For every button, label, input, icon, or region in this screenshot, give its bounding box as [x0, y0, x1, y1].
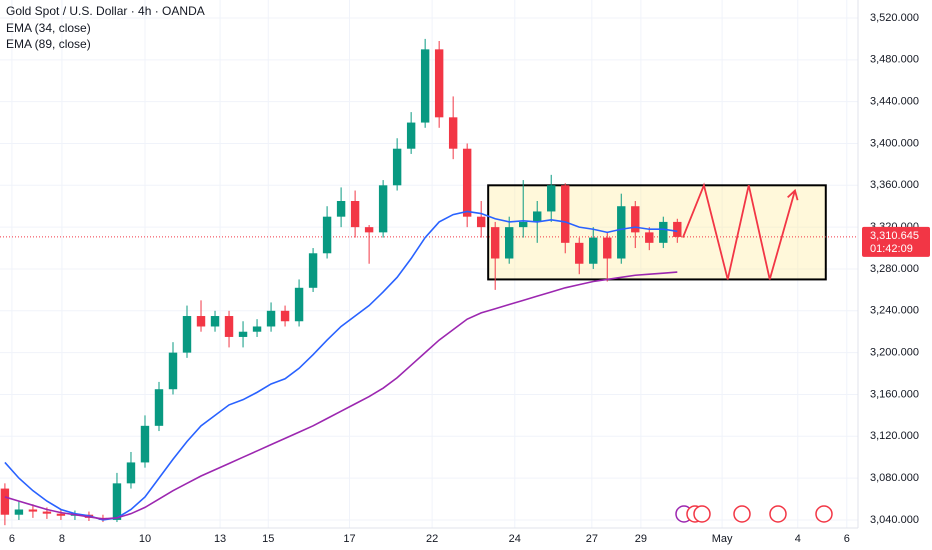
candle-body [252, 326, 262, 332]
candle-body [659, 221, 668, 243]
y-tick-label: 3,440.000 [870, 96, 919, 108]
candle-body [350, 200, 360, 228]
y-tick-label: 3,280.000 [870, 263, 919, 275]
event-icon[interactable] [693, 505, 711, 523]
x-tick-label: 6 [9, 533, 15, 545]
candle-body [56, 513, 66, 516]
event-icon[interactable] [815, 505, 833, 523]
candle-body [392, 148, 402, 186]
y-tick-label: 3,040.000 [870, 514, 919, 526]
x-tick-label: 6 [844, 533, 850, 545]
x-tick-label: May [712, 533, 733, 545]
candle-body [434, 49, 444, 118]
ema-line [4, 271, 678, 520]
candle-body [280, 310, 290, 322]
candle-body [533, 211, 542, 222]
candle-body [406, 122, 416, 149]
countdown-label: 01:42:09 [870, 243, 913, 255]
x-tick-label: 10 [139, 533, 151, 545]
x-tick-label: 4 [795, 533, 801, 545]
x-tick-label: 15 [262, 533, 274, 545]
price-label-box [862, 226, 930, 257]
candle-body [645, 232, 654, 243]
candle-body [336, 200, 346, 217]
candle-body [561, 185, 570, 243]
candle-body [504, 227, 514, 259]
x-tick-label: 17 [343, 533, 355, 545]
event-icons [675, 505, 833, 523]
candle-body [238, 331, 248, 337]
candle-body [154, 389, 164, 426]
candle-body [168, 352, 178, 390]
candle-body [490, 227, 500, 259]
y-tick-label: 3,240.000 [870, 305, 919, 317]
candle-body [0, 488, 10, 515]
range-box [487, 184, 827, 281]
candle-body [210, 316, 220, 327]
candle-body [462, 148, 472, 217]
x-tick-label: 27 [586, 533, 598, 545]
event-icon[interactable] [733, 505, 751, 523]
x-tick-label: 13 [214, 533, 226, 545]
x-tick-label: 24 [509, 533, 521, 545]
candle-body [617, 206, 626, 259]
chart-title: Gold Spot / U.S. Dollar · 4h · OANDA [6, 4, 205, 18]
y-tick-label: 3,080.000 [870, 472, 919, 484]
candle-body [266, 310, 276, 327]
candle-body [378, 185, 388, 233]
candle-body [196, 316, 206, 327]
candle-body [476, 216, 486, 228]
candle-body [364, 227, 374, 233]
candle-body [547, 185, 556, 212]
candle-body [140, 425, 150, 463]
y-tick-label: 3,200.000 [870, 347, 919, 359]
candle-body [575, 242, 584, 264]
y-tick-label: 3,120.000 [870, 430, 919, 442]
plot [0, 38, 858, 526]
x-tick-label: 8 [59, 533, 65, 545]
candle-body [589, 237, 598, 264]
candle-body [112, 483, 122, 520]
candle-body [28, 509, 38, 512]
y-tick-label: 3,520.000 [870, 12, 919, 24]
y-tick-label: 3,400.000 [870, 137, 919, 149]
candle-body [420, 49, 430, 123]
projection-arrowhead [787, 188, 799, 201]
event-icon[interactable] [769, 505, 787, 523]
candle-body [42, 511, 52, 514]
legend-entry: EMA (34, close) [6, 21, 91, 35]
x-tick-label: 29 [635, 533, 647, 545]
candle-body [224, 316, 234, 337]
candle-body [308, 253, 318, 288]
candle-body [673, 221, 682, 237]
y-tick-label: 3,360.000 [870, 179, 919, 191]
last-price-label: 3,310.645 [870, 230, 919, 242]
candle-body [519, 221, 528, 228]
candle-body [631, 206, 640, 233]
candle-body [322, 216, 332, 254]
candle-body [14, 509, 24, 515]
legend-entry: EMA (89, close) [6, 37, 91, 51]
candle-body [448, 117, 458, 149]
y-tick-label: 3,160.000 [870, 388, 919, 400]
candle-body [294, 287, 304, 322]
candle-body [126, 462, 136, 484]
projection-line [682, 182, 796, 280]
x-tick-label: 22 [426, 533, 438, 545]
y-tick-label: 3,480.000 [870, 54, 919, 66]
candle-body [182, 316, 192, 353]
candle-body [603, 237, 612, 259]
